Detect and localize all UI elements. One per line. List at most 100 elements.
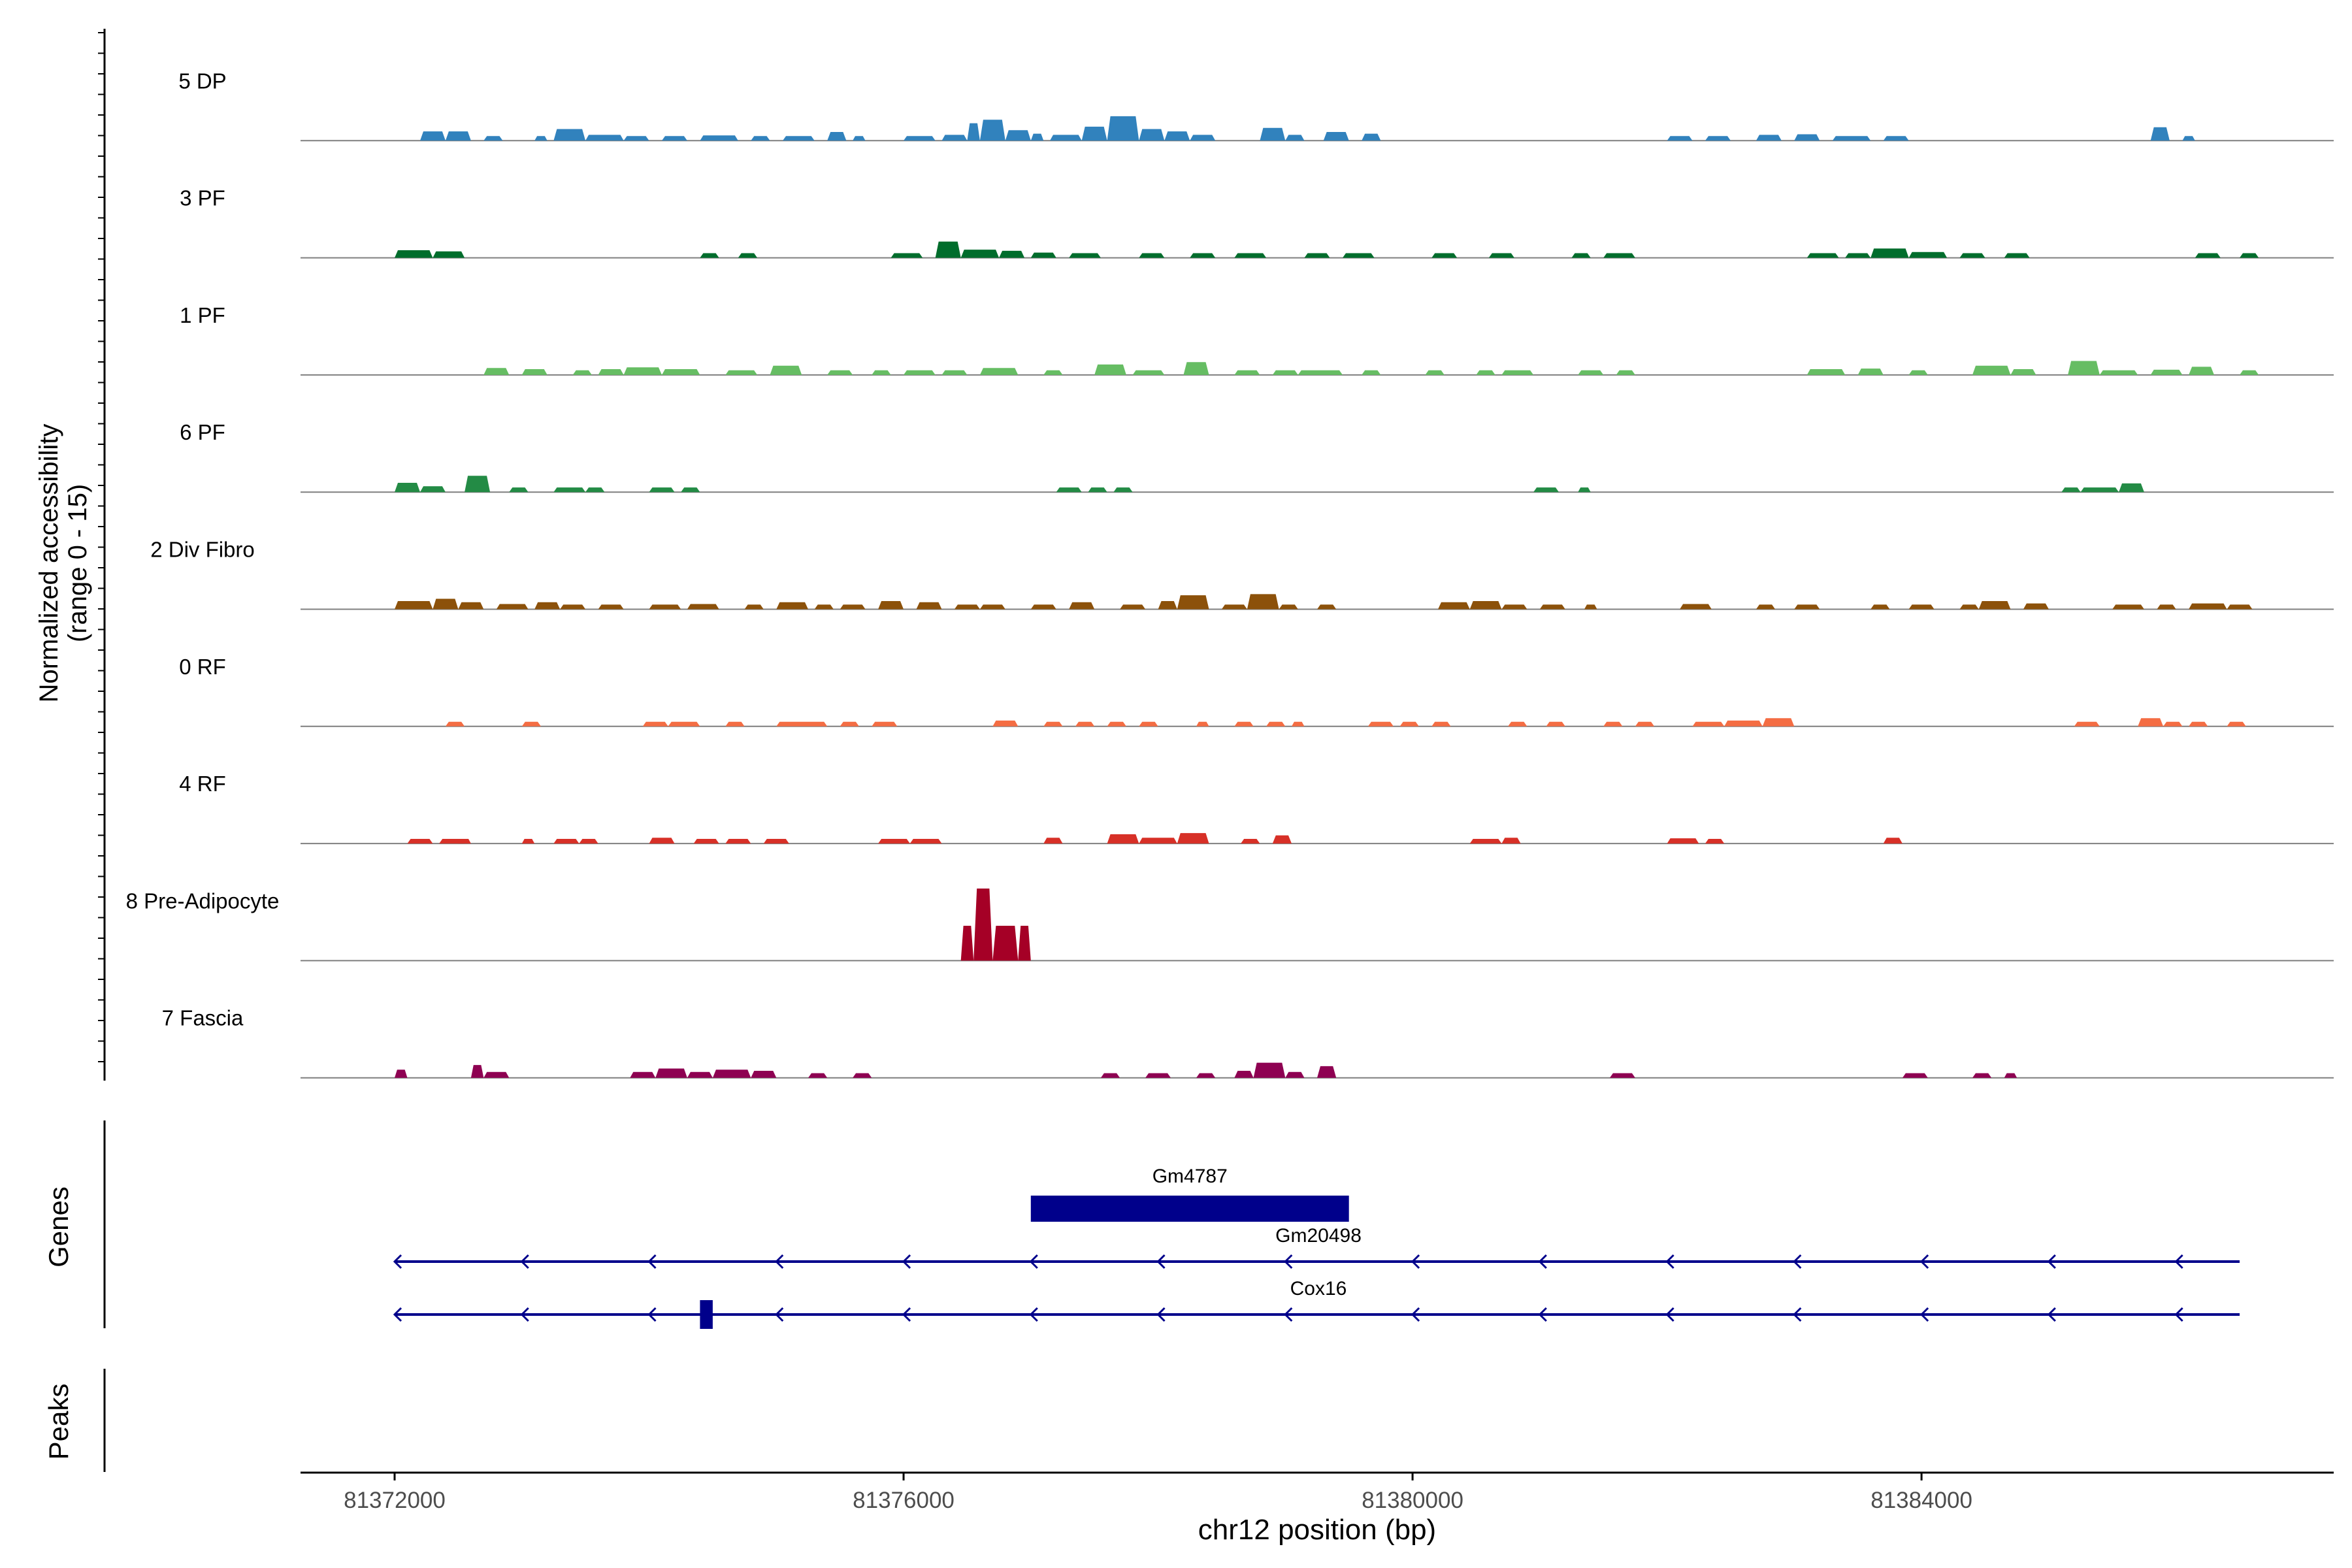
coverage-peak [1190, 135, 1216, 141]
track-label: 4 RF [179, 772, 226, 796]
coverage-peak [1081, 126, 1107, 141]
coverage-peak [534, 602, 561, 610]
coverage-peak [763, 839, 789, 844]
coverage-peak [2182, 136, 2195, 141]
coverage-peak [1164, 131, 1190, 141]
strand-arrow [2047, 1254, 2056, 1269]
coverage-peak [1317, 1066, 1337, 1078]
strand-arrow [647, 1307, 657, 1322]
track-6-pf: 6 PF [180, 420, 2334, 493]
coverage-peak [808, 1073, 828, 1078]
coverage-peak [967, 123, 980, 141]
coverage-peak [1272, 370, 1298, 375]
coverage-peak [2163, 721, 2183, 727]
coverage-peak [483, 368, 510, 375]
coverage-peak [1196, 721, 1209, 727]
coverage-peak [1030, 133, 1044, 141]
coverage-peak [738, 253, 758, 258]
coverage-peak [2010, 369, 2036, 375]
coverage-peak [1667, 136, 1693, 141]
coverage-peak [1539, 604, 1565, 610]
coverage-peak [1832, 136, 1871, 141]
coverage-peak [1343, 253, 1375, 258]
coverage-peak [2195, 253, 2221, 258]
coverage-peak [776, 602, 808, 610]
coverage-peak [853, 136, 866, 141]
track-label: 8 Pre-Adipocyte [126, 889, 280, 913]
coverage-peak [1005, 130, 1031, 141]
coverage-peak [960, 926, 974, 961]
coverage-peak [1298, 370, 1343, 375]
strand-arrow [2047, 1307, 2056, 1322]
coverage-peak [712, 1070, 751, 1078]
coverage-peak [1043, 721, 1063, 727]
coverage-peak [941, 135, 968, 141]
coverage-peak [999, 250, 1025, 258]
coverage-peak [1978, 601, 2011, 610]
track-7-fascia: 7 Fascia [162, 1006, 2334, 1079]
coverage-peak [1635, 721, 1655, 727]
track-8-pre-adipocyte: 8 Pre-Adipocyte [126, 889, 2334, 962]
coverage-peak [1362, 133, 1381, 141]
coverage-peak [1501, 838, 1521, 844]
coverage-peak [1069, 253, 1101, 258]
coverage-peak [916, 602, 942, 610]
coverage-peak [623, 367, 662, 375]
coverage-peak [872, 721, 898, 727]
coverage-peak [904, 370, 936, 375]
coverage-peak [483, 1071, 510, 1078]
genes-track: Gm4787 Gm20498 Cox16 [393, 1166, 2240, 1329]
coverage-peak [1190, 253, 1216, 258]
coverage-peak [1546, 721, 1565, 727]
coverage-peak [521, 839, 535, 844]
coverage-peak [1508, 721, 1527, 727]
coverage-peak [1902, 1073, 1928, 1078]
coverage-peak [1247, 594, 1279, 610]
coverage-peak [840, 721, 859, 727]
coverage-peak [1908, 370, 1928, 375]
coverage-peak [941, 370, 968, 375]
coverage-peak [420, 486, 446, 493]
coverage-peak [783, 136, 815, 141]
coverage-peak [585, 135, 624, 141]
coverage-peak [1883, 838, 1903, 844]
coverage-peak [700, 135, 738, 141]
coverage-peak [642, 721, 668, 727]
coverage-peak [483, 136, 503, 141]
coverage-peak [1692, 721, 1725, 727]
coverage-peak [598, 369, 624, 375]
coverage-peak [1705, 136, 1731, 141]
gene-gm20498: Gm20498 [393, 1225, 2240, 1269]
coverage-peak [1972, 1073, 1992, 1078]
coverage-peak [1469, 839, 1502, 844]
x-axis-ticks: 81372000 81376000 81380000 81384000 [344, 1473, 1972, 1513]
coverage-peak [1107, 116, 1139, 141]
coverage-peak [1145, 1073, 1171, 1078]
coverage-peak [1533, 487, 1559, 493]
coverage-peak [1501, 370, 1534, 375]
coverage-peak [1266, 721, 1286, 727]
strand-arrow [1411, 1254, 1420, 1269]
coverage-peak [1088, 487, 1107, 493]
coverage-peak [725, 839, 751, 844]
coverage-peak [623, 136, 649, 141]
coverage-peak [1177, 833, 1209, 844]
coverage-peak [1870, 248, 1909, 258]
strand-arrow [393, 1307, 402, 1322]
strand-arrow [1919, 1307, 1929, 1322]
coverage-peak [407, 839, 433, 844]
strand-arrow [1665, 1254, 1674, 1269]
track-5-dp: 5 DP [178, 69, 2334, 142]
coverage-peak [1253, 1062, 1286, 1078]
strand-arrow [520, 1254, 529, 1269]
coverage-peak [1292, 721, 1305, 727]
coverage-peak [668, 721, 700, 727]
coverage-peak [687, 604, 719, 610]
coverage-peak [1476, 370, 1495, 375]
coverage-peak [2227, 604, 2253, 610]
coverage-peak [521, 369, 547, 375]
coverage-peak [553, 487, 586, 493]
coverage-peak [579, 839, 598, 844]
coverage-peak [1806, 369, 1846, 375]
